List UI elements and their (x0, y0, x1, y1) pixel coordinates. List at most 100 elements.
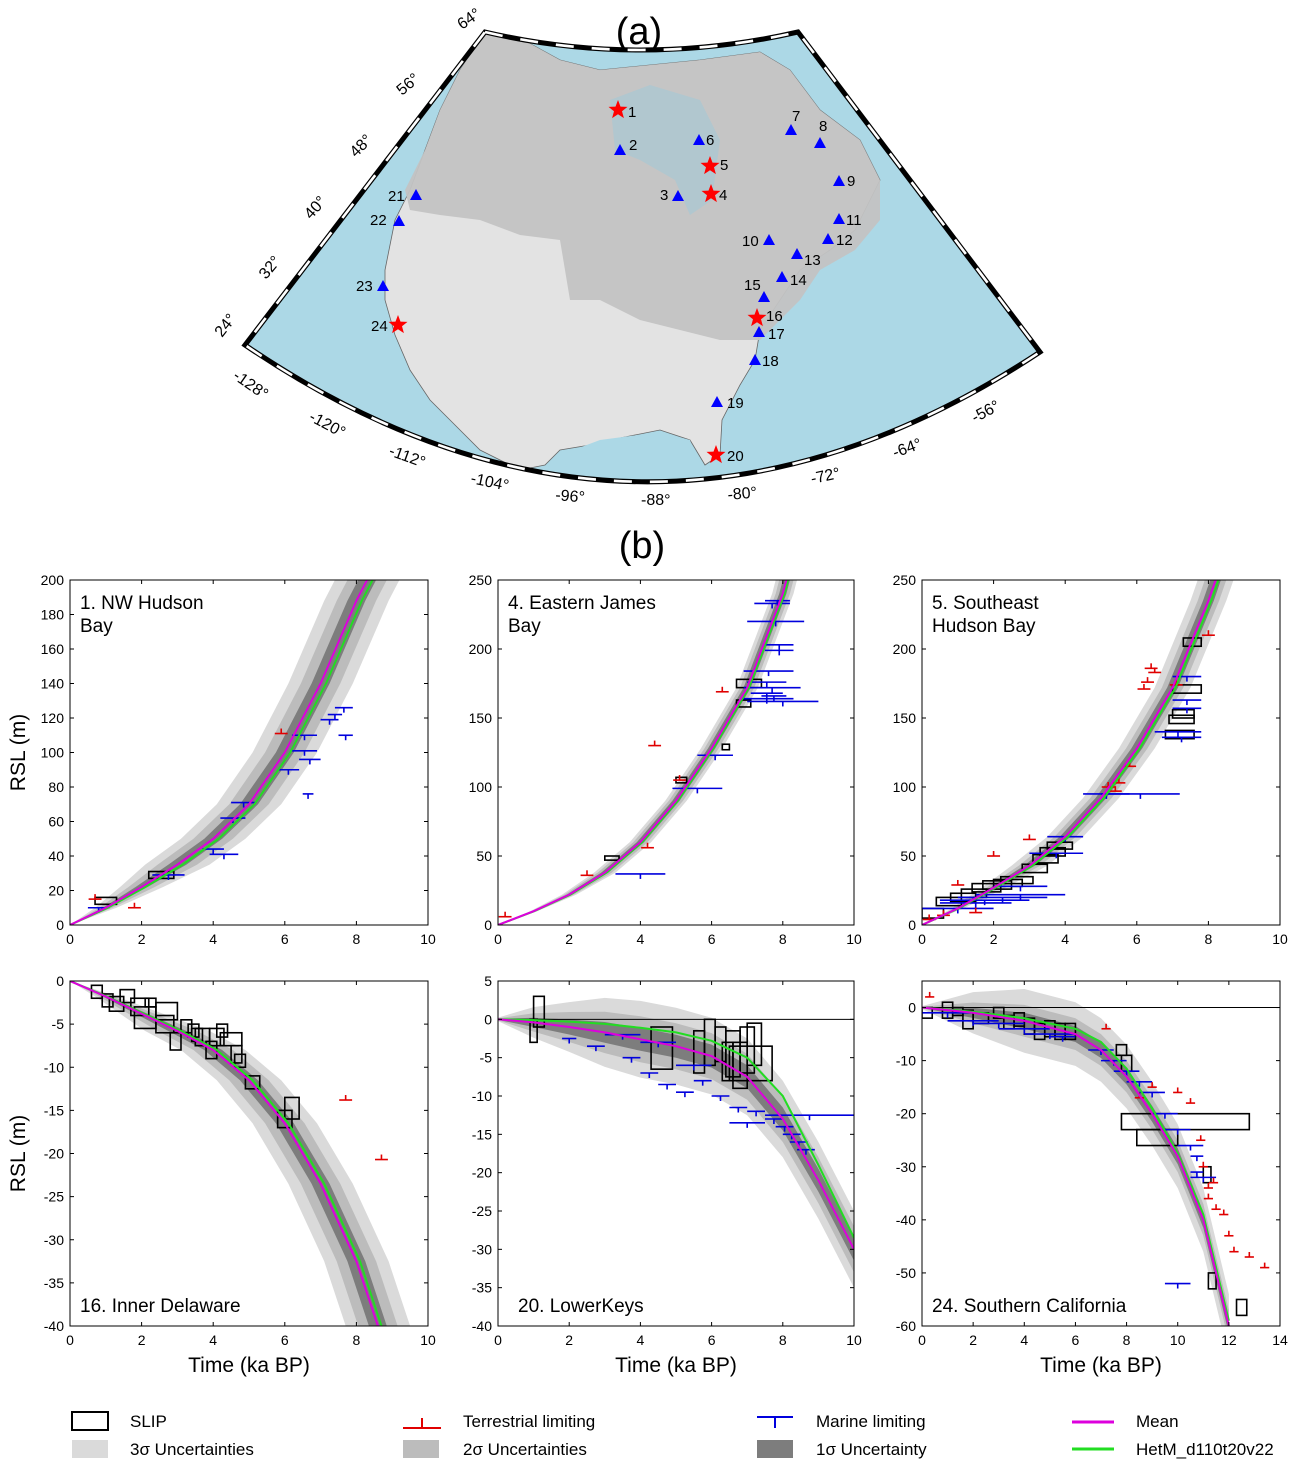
legend-mean-label: Mean (1136, 1412, 1179, 1431)
lat-label: 48° (347, 132, 376, 161)
hudson-bay (610, 85, 720, 215)
y-tick-label: 140 (41, 676, 65, 692)
x-tick-label: 4 (1061, 931, 1069, 947)
y-tick-label: 160 (41, 641, 65, 657)
y-tick-label: 0 (484, 917, 492, 933)
site-label: 23 (356, 278, 373, 295)
site-label: 3 (660, 187, 668, 204)
lon-label: -96° (555, 487, 586, 507)
y-tick-label: -35 (44, 1275, 64, 1291)
plot-frame (921, 980, 1281, 1327)
x-tick-label: 4 (209, 1332, 217, 1348)
y-tick-label: -20 (472, 1165, 492, 1181)
x-tick-label: 2 (565, 1332, 573, 1348)
mean-line (498, 580, 788, 925)
y-tick-label: 250 (893, 572, 917, 588)
site-label: 6 (706, 132, 714, 149)
y-tick-label: -15 (472, 1126, 492, 1142)
site-triangle-icon (672, 190, 684, 201)
band-3sigma (922, 989, 1229, 1326)
slip-box (650, 1026, 674, 1070)
chart-5: 0 2 4 6 8 10 -40 -35 -30 -25 -20 -15 -10 -5 0 5 20. Lowe… (472, 973, 862, 1377)
x-tick-label: 8 (779, 931, 787, 947)
x-tick-label: 6 (708, 931, 716, 947)
site-label: 22 (370, 212, 387, 229)
chart-title: 16. Inner Delaware (80, 1296, 241, 1317)
y-tick-label: 50 (476, 848, 492, 864)
x-axis-label: Time (ka BP) (188, 1354, 310, 1377)
y-tick-label: 200 (469, 641, 493, 657)
map-frame (241, 29, 1044, 485)
y-tick-label: -10 (472, 1088, 492, 1104)
plot-background (922, 580, 1280, 925)
slip-box (90, 984, 104, 1000)
x-tick-label: 10 (420, 1332, 436, 1348)
y-tick-label: -30 (896, 1159, 916, 1175)
y-tick-label: 150 (469, 710, 493, 726)
x-tick-label: 0 (494, 931, 502, 947)
lat-label: 56° (394, 70, 423, 99)
model-line (922, 1006, 1230, 1321)
x-tick-label: 10 (420, 931, 436, 947)
panel-a-label: (a) (616, 11, 662, 53)
slip-box (1164, 729, 1195, 740)
slip-box (1136, 1128, 1179, 1147)
legend-band1: 1σ Uncertainty (757, 1440, 927, 1459)
site-triangle-icon (614, 144, 626, 155)
chart-title: Hudson Bay (932, 616, 1036, 637)
site-label: 12 (836, 232, 853, 249)
y-tick-label: -40 (896, 1212, 916, 1228)
x-tick-label: 2 (138, 931, 146, 947)
y-tick-label: 200 (41, 572, 65, 588)
x-tick-label: 8 (779, 1332, 787, 1348)
site-label: 1 (628, 104, 636, 121)
mean-line (498, 1018, 854, 1250)
plot-area (498, 981, 854, 1326)
x-tick-label: 6 (1133, 931, 1141, 947)
site-label: 21 (388, 188, 405, 205)
y-tick-label: 100 (893, 779, 917, 795)
legend-slip-swatch (71, 1411, 109, 1431)
panel-b-label: (b) (619, 525, 665, 567)
y-axis-label: RSL (m) (7, 1115, 30, 1192)
site-label: 15 (744, 277, 761, 294)
site-label: 24 (371, 318, 388, 335)
site-label: 11 (846, 212, 862, 229)
mean-line (922, 580, 1217, 925)
site-star-icon (700, 156, 720, 175)
y-tick-label: -25 (44, 1189, 64, 1205)
mean-line (70, 981, 379, 1326)
slip-box (283, 1096, 300, 1120)
y-tick-label: -25 (472, 1203, 492, 1219)
slip-box (169, 1031, 182, 1051)
legend-band2-label: 2σ Uncertainties (463, 1440, 587, 1459)
site-label: 9 (847, 173, 855, 190)
y-tick-label: 200 (893, 641, 917, 657)
legend-band2-swatch (403, 1440, 439, 1458)
x-tick-label: 8 (353, 931, 361, 947)
lat-label: 64° (455, 5, 485, 33)
legend-band1-label: 1σ Uncertainty (816, 1440, 927, 1459)
site-label: 10 (742, 233, 759, 250)
y-tick-label: -10 (896, 1053, 916, 1069)
x-tick-label: 0 (918, 1332, 926, 1348)
chart-title: 5. Southeast (932, 593, 1039, 614)
x-tick-label: 0 (918, 931, 926, 947)
band-3sigma (498, 580, 797, 925)
x-tick-label: 0 (66, 1332, 74, 1348)
lon-label: -120° (306, 409, 348, 442)
site-triangle-icon (377, 280, 389, 291)
y-tick-label: 0 (908, 1000, 916, 1016)
plot-area (922, 981, 1280, 1326)
slip-box (982, 880, 1013, 890)
lon-label: -112° (387, 443, 428, 472)
slip-box (155, 1001, 179, 1021)
y-tick-label: 0 (56, 973, 64, 989)
y-tick-label: -30 (472, 1241, 492, 1257)
x-tick-label: 8 (353, 1332, 361, 1348)
site-triangle-icon (393, 215, 405, 226)
site-label: 17 (768, 326, 785, 343)
chart-4: 0 2 4 6 8 10 -40 -35 -30 -25 -20 -15 -10 -5 0 16. Inner… (7, 973, 436, 1377)
site-label: 14 (790, 272, 807, 289)
